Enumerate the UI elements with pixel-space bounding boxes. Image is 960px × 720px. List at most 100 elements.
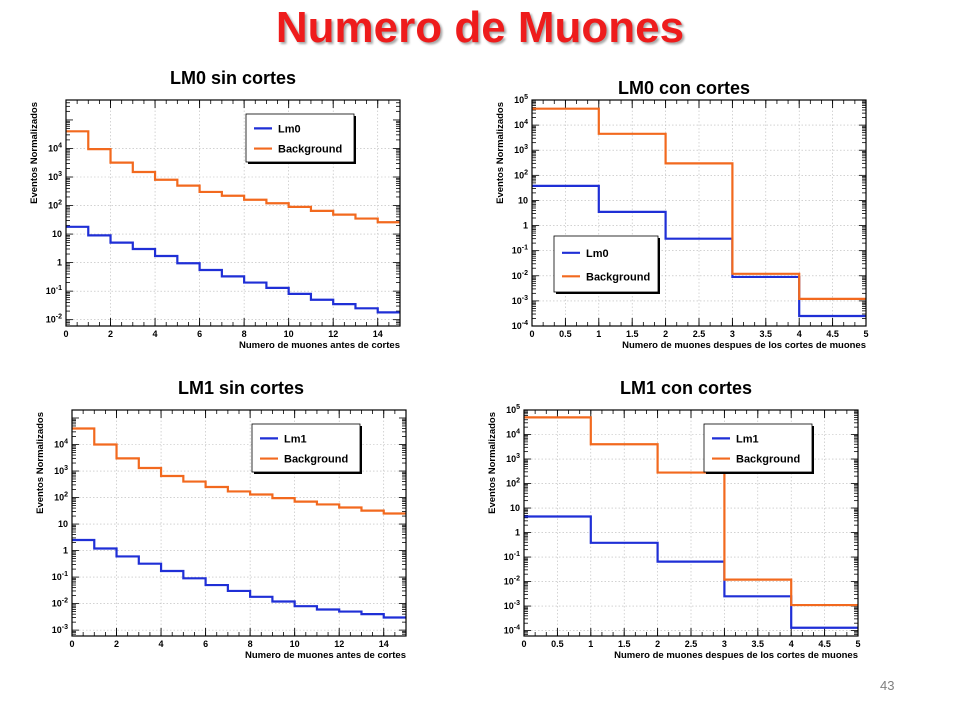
legend-label-lm0: Lm0 xyxy=(278,123,301,135)
chart-title-lm1-con-cortes: LM1 con cortes xyxy=(620,378,753,398)
x-tick-label: 14 xyxy=(379,639,389,649)
x-tick-label: 2 xyxy=(663,329,668,339)
x-tick-label: 0.5 xyxy=(559,329,572,339)
y-tick-label: 103 xyxy=(506,453,520,464)
x-tick-label: 1 xyxy=(596,329,601,339)
y-tick-label: 10-2 xyxy=(52,598,68,609)
y-tick-label: 1 xyxy=(515,528,520,538)
legend-box xyxy=(703,423,813,473)
legend-label-lm1: Lm1 xyxy=(284,433,307,445)
y-tick-label: 10-3 xyxy=(512,295,528,306)
legend-box xyxy=(553,235,659,293)
x-tick-label: 14 xyxy=(373,329,383,339)
slide-title: Numero de Muones xyxy=(275,3,685,52)
legend-box xyxy=(245,113,355,163)
y-tick-label: 10-4 xyxy=(504,625,520,636)
x-tick-label: 1.5 xyxy=(618,639,631,649)
x-tick-label: 4 xyxy=(789,639,794,649)
chart-lm1-sin-cortes: 0 2 4 6 8 10 12 14 10-3 10-2 10-1 1 10 102 103 104 Numer… xyxy=(35,409,407,661)
legend-label-background: Background xyxy=(586,271,650,283)
y-tick-label: 10 xyxy=(58,519,68,529)
chart-lm1-con-cortes: 0 0.5 1 1.5 2 2.5 3 3.5 4 4.5 5 10-4 10-3 10-2 10-1 1 10… xyxy=(487,404,861,661)
x-tick-label: 4 xyxy=(153,329,158,339)
plot-frame xyxy=(523,409,859,637)
x-tick-label: 0 xyxy=(63,329,68,339)
y-tick-label: 1 xyxy=(523,221,528,231)
x-tick-label: 5 xyxy=(855,639,860,649)
x-tick-label: 1 xyxy=(588,639,593,649)
x-tick-label: 1.5 xyxy=(626,329,639,339)
x-tick-label: 0.5 xyxy=(551,639,564,649)
x-tick-label: 12 xyxy=(334,639,344,649)
legend-label-lm0: Lm0 xyxy=(586,248,609,260)
y-tick-label: 102 xyxy=(48,200,62,211)
series-line-lm1 xyxy=(72,538,406,619)
y-axis-label: Eventos Normalizados xyxy=(29,102,40,204)
y-tick-label: 10-1 xyxy=(52,571,68,582)
x-tick-label: 2.5 xyxy=(693,329,706,339)
y-tick-label: 10 xyxy=(510,503,520,513)
y-tick-label: 10-3 xyxy=(52,624,68,635)
chart-title-lm0-sin-cortes: LM0 sin cortes xyxy=(170,68,297,88)
x-tick-label: 4.5 xyxy=(826,329,839,339)
x-axis-label: Numero de muones despues de los cortes d… xyxy=(614,650,858,661)
chart-title-lm0-con-cortes: LM0 con cortes xyxy=(618,78,751,98)
y-tick-label: 10-2 xyxy=(512,270,528,281)
series-line-background xyxy=(72,427,406,515)
y-tick-label: 1 xyxy=(57,258,62,268)
x-tick-label: 2.5 xyxy=(685,639,698,649)
plot-frame xyxy=(531,99,867,327)
y-tick-label: 10-4 xyxy=(512,320,528,331)
y-tick-label: 103 xyxy=(54,465,68,476)
chart-lm0-sin-cortes: 0 2 4 6 8 10 12 14 10-2 10-1 1 10 102 103 104 Numero de… xyxy=(29,99,401,351)
series-line-lm1 xyxy=(524,515,858,629)
y-tick-label: 10-1 xyxy=(46,285,62,296)
legend-label-background: Background xyxy=(278,144,342,156)
y-tick-label: 102 xyxy=(54,492,68,503)
y-tick-label: 105 xyxy=(514,94,528,105)
y-tick-label: 10-2 xyxy=(46,314,62,325)
y-tick-label: 10-2 xyxy=(504,576,520,587)
y-tick-label: 105 xyxy=(506,404,520,415)
legend-label-background: Background xyxy=(284,454,348,466)
y-tick-label: 102 xyxy=(506,478,520,489)
y-tick-label: 104 xyxy=(54,438,68,449)
x-tick-label: 12 xyxy=(328,329,338,339)
x-tick-label: 2 xyxy=(108,329,113,339)
y-axis-label: Eventos Normalizados xyxy=(495,102,506,204)
y-tick-label: 104 xyxy=(48,142,62,153)
series-line-background xyxy=(524,416,858,607)
series-line-lm0 xyxy=(66,225,400,314)
x-axis-label: Numero de muones antes de cortes xyxy=(239,340,400,351)
x-tick-label: 10 xyxy=(290,639,300,649)
y-tick-label: 1 xyxy=(63,546,68,556)
y-tick-label: 10-3 xyxy=(504,600,520,611)
y-tick-label: 104 xyxy=(506,429,520,440)
x-tick-label: 5 xyxy=(863,329,868,339)
series-line-background xyxy=(532,107,866,301)
plot-frame xyxy=(65,99,401,327)
series-line-background xyxy=(66,130,400,224)
y-tick-label: 103 xyxy=(48,171,62,182)
y-axis-label: Eventos Normalizados xyxy=(487,412,498,514)
x-tick-label: 8 xyxy=(248,639,253,649)
x-tick-label: 0 xyxy=(521,639,526,649)
page-number: 43 xyxy=(880,678,895,693)
y-tick-label: 103 xyxy=(514,144,528,155)
legend-label-background: Background xyxy=(736,454,800,466)
x-tick-label: 8 xyxy=(242,329,247,339)
y-tick-label: 102 xyxy=(514,169,528,180)
x-tick-label: 3 xyxy=(730,329,735,339)
x-tick-label: 6 xyxy=(203,639,208,649)
y-axis-label: Eventos Normalizados xyxy=(35,412,46,514)
x-tick-label: 3 xyxy=(722,639,727,649)
x-axis-label: Numero de muones despues de los cortes d… xyxy=(622,340,866,351)
x-axis-label: Numero de muones antes de cortes xyxy=(245,650,406,661)
chart-title-lm1-sin-cortes: LM1 sin cortes xyxy=(178,378,305,398)
x-tick-label: 4 xyxy=(159,639,164,649)
x-tick-label: 2 xyxy=(114,639,119,649)
chart-lm0-con-cortes: 0 0.5 1 1.5 2 2.5 3 3.5 4 4.5 5 10-4 10-3 10-2 10-1 1 10… xyxy=(495,94,869,351)
x-tick-label: 4 xyxy=(797,329,802,339)
x-tick-label: 4.5 xyxy=(818,639,831,649)
x-tick-label: 3.5 xyxy=(760,329,773,339)
